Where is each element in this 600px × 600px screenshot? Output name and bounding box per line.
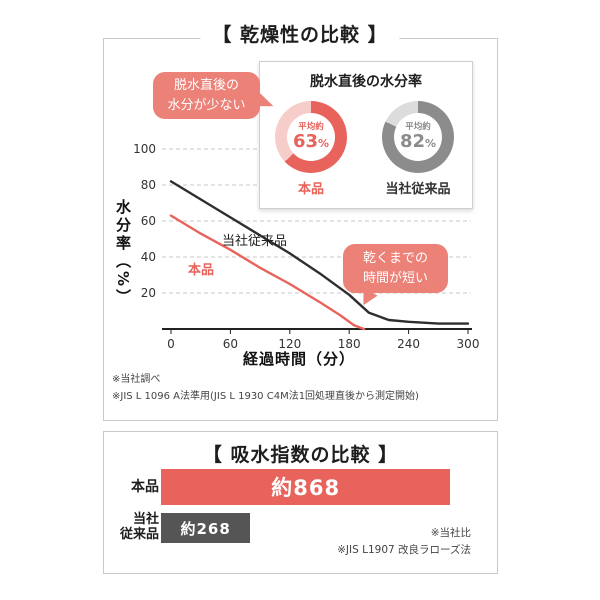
absorption-title: 【 吸水指数の比較 】 xyxy=(202,444,399,466)
line-chart: 20 40 60 80 100 0 60 120 180 240 300 xyxy=(133,142,480,351)
bar-fill: 約268 xyxy=(161,513,251,543)
drying-title: 【 乾燥性の比較 】 xyxy=(200,20,400,47)
inset-title: 脱水直後の水分率 xyxy=(310,74,422,90)
donut-prefix: 平均約 xyxy=(405,122,431,133)
x-tick-label: 300 xyxy=(457,337,480,351)
series-label-product: 本品 xyxy=(188,263,215,278)
callout-text-line: 時間が短い xyxy=(362,270,428,286)
y-tick-label: 20 xyxy=(141,286,156,300)
footnote: ※当社調べ xyxy=(112,374,161,385)
donut-number: 63 xyxy=(292,130,319,152)
x-tick-label: 60 xyxy=(223,337,238,351)
donut-value: 82% xyxy=(399,130,437,152)
bar-value: 約868 xyxy=(271,476,341,500)
x-tick-label: 120 xyxy=(278,337,301,351)
callout-text-line: 水分が少ない xyxy=(167,97,246,113)
donut-hole: 平均約 63% xyxy=(287,113,335,161)
x-axis-title: 経過時間（分） xyxy=(242,350,355,368)
series-line-当社従来品 xyxy=(169,180,470,325)
bar-value: 約268 xyxy=(180,519,231,538)
x-tick-label: 180 xyxy=(338,337,361,351)
callout-short-drying-time: 乾くまでの 時間が短い xyxy=(343,244,448,309)
footnote: ※当社比 xyxy=(430,527,471,539)
y-tick-label: 100 xyxy=(133,142,156,156)
donut-conventional: 平均約 82% 当社従来品 xyxy=(372,101,464,197)
donut-value: 63% xyxy=(292,130,330,152)
bar-fill: 約868 xyxy=(161,469,451,505)
donut-caption: 本品 xyxy=(297,182,324,197)
donut-ring: 平均約 82% xyxy=(382,101,454,173)
bar-track: 約268 xyxy=(161,513,461,543)
donut-hole: 平均約 82% xyxy=(394,113,442,161)
bar-row-product: 本品 約868 xyxy=(116,469,461,505)
donut-ring: 平均約 63% xyxy=(275,101,347,173)
callout-text-line: 乾くまでの xyxy=(362,251,428,266)
bar-label-line: 従来品 xyxy=(119,527,159,542)
series-label-conventional: 当社従来品 xyxy=(222,234,288,249)
x-tick-label: 0 xyxy=(167,337,175,351)
bar-track: 約868 xyxy=(161,469,461,505)
callout-text-line: 脱水直後の xyxy=(173,78,239,93)
footnote: ※JIS L 1096 A法準用(JIS L 1930 C4M法1回処理直後から… xyxy=(112,391,419,402)
footnotes-bottom: ※当社比 ※JIS L1907 改良ラローズ法 xyxy=(337,525,471,559)
bar-label-line: 本品 xyxy=(131,478,159,495)
donut-prefix: 平均約 xyxy=(298,122,324,133)
y-tick-label: 40 xyxy=(141,250,156,264)
donut-caption: 当社従来品 xyxy=(385,182,451,197)
y-axis-title: 水分率（%） xyxy=(114,199,132,308)
donut-unit: % xyxy=(318,136,330,150)
donut-unit: % xyxy=(425,136,437,150)
absorption-comparison-panel: 【 吸水指数の比較 】 本品 約868 当社 従来品 約268 xyxy=(103,431,498,574)
bar-row-conventional: 当社 従来品 約268 xyxy=(116,512,461,543)
bar-label: 本品 xyxy=(116,479,159,495)
donut-product: 平均約 63% 本品 xyxy=(265,101,357,197)
footnote: ※JIS L1907 改良ラローズ法 xyxy=(337,543,471,556)
y-tick-label: 80 xyxy=(141,178,156,192)
moisture-rate-inset: 脱水直後の水分率 平均約 63% 本品 平均約 82% 当社従来品 xyxy=(259,61,473,209)
series-line-本品 xyxy=(169,214,366,331)
donut-number: 82 xyxy=(399,130,426,152)
callout-less-moisture: 脱水直後の 水分が少ない xyxy=(153,72,277,119)
drying-comparison-panel: 20 40 60 80 100 0 60 120 180 240 300 水分率（%） 経過時間（分… xyxy=(103,38,498,421)
bar-label: 当社 従来品 xyxy=(116,512,159,543)
x-tick-label: 240 xyxy=(397,337,420,351)
bar-label-line: 当社 xyxy=(132,512,159,528)
y-tick-label: 60 xyxy=(141,214,156,228)
footnotes-top: ※当社調べ ※JIS L 1096 A法準用(JIS L 1930 C4M法1回… xyxy=(112,371,419,405)
